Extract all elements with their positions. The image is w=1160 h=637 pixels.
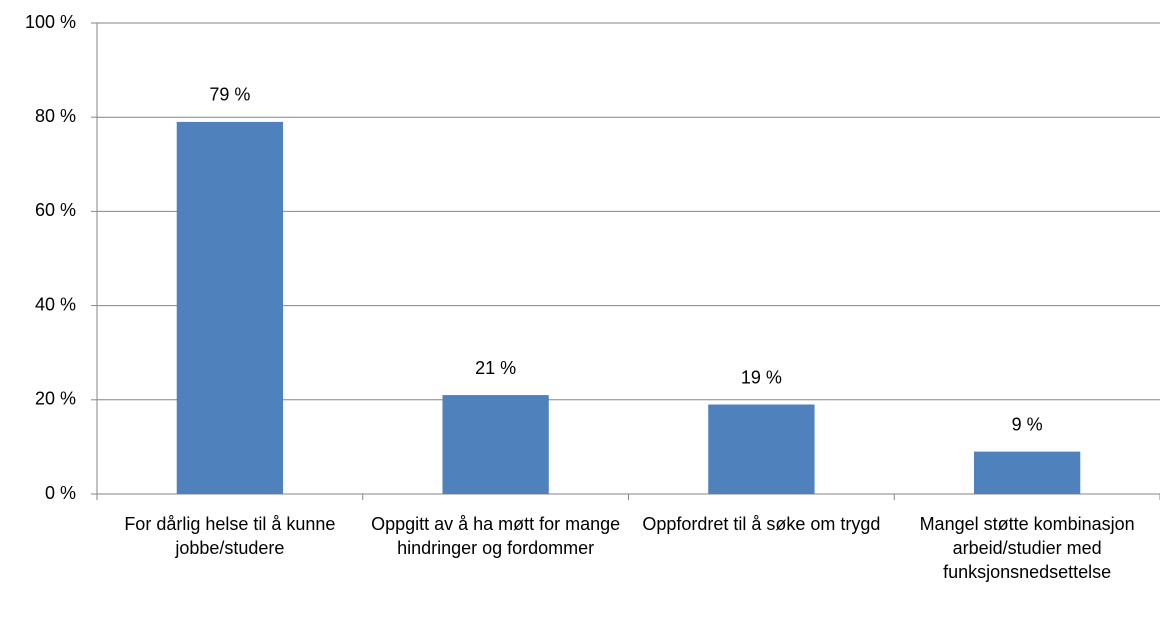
y-tick-label: 20 % xyxy=(35,389,76,409)
bar xyxy=(442,395,549,494)
y-tick-label: 40 % xyxy=(35,294,76,314)
x-tick-label: Mangel støtte kombinasjon arbeid/studier… xyxy=(919,514,1135,582)
bar xyxy=(176,121,284,494)
bar xyxy=(973,451,1081,494)
data-label: 21 % xyxy=(475,358,516,378)
y-tick-label: 80 % xyxy=(35,106,76,126)
x-tick-label: For dårlig helse til å kunne jobbe/stude… xyxy=(124,514,336,558)
data-label: 79 % xyxy=(209,85,250,105)
y-tick-label: 0 % xyxy=(45,483,76,503)
data-label: 9 % xyxy=(1012,414,1043,434)
x-tick-label: Oppgitt av å ha møtt for mange hindringe… xyxy=(371,514,621,558)
y-tick-label: 60 % xyxy=(35,200,76,220)
data-label: 19 % xyxy=(741,367,782,387)
x-tick-label: Oppfordret til å søke om trygd xyxy=(642,514,881,534)
y-tick-label: 100 % xyxy=(25,12,76,32)
bar xyxy=(708,404,815,494)
